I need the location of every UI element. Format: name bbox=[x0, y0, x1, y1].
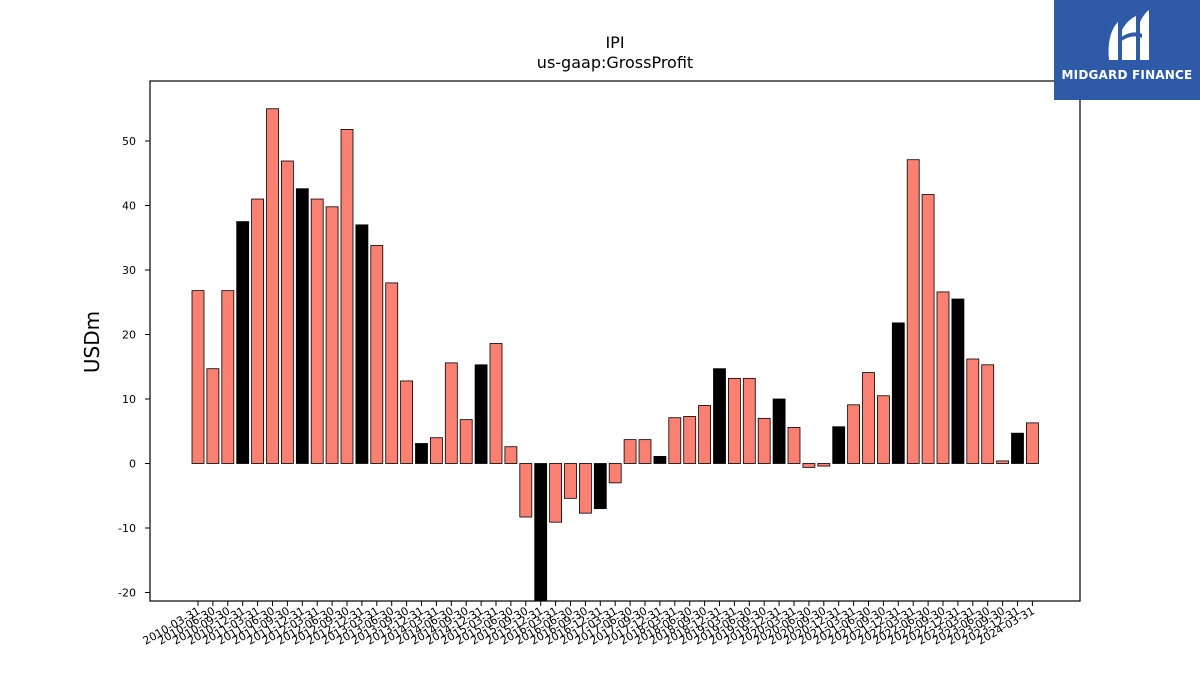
bar-2019-03-31 bbox=[728, 377, 741, 464]
bar-2018-12-31 bbox=[713, 368, 726, 464]
bar-2023-06-30 bbox=[981, 364, 995, 464]
bar-2016-12-31 bbox=[593, 463, 607, 510]
bars-group bbox=[191, 108, 1039, 602]
bar-2012-12-31 bbox=[355, 224, 369, 464]
bar-2011-06-30 bbox=[266, 108, 279, 464]
bar-2023-03-31 bbox=[966, 358, 980, 464]
bar-2011-12-31 bbox=[295, 188, 309, 464]
x-axis: 2010-03-312010-06-302010-09-302010-12-31… bbox=[141, 601, 1037, 648]
bar-2018-06-30 bbox=[683, 416, 697, 464]
bar-2014-09-30 bbox=[459, 419, 473, 464]
bar-2013-09-30 bbox=[400, 380, 414, 464]
bar-2020-06-30 bbox=[802, 463, 816, 468]
bar-2024-03-31 bbox=[1026, 422, 1039, 464]
chart-title: IPI bbox=[605, 33, 624, 52]
bar-2023-09-30 bbox=[996, 460, 1009, 464]
chart-subtitle: us-gaap:GrossProfit bbox=[537, 53, 693, 72]
bar-2021-12-31 bbox=[891, 322, 905, 464]
y-tick-label: -20 bbox=[118, 587, 136, 600]
bar-2015-12-31 bbox=[534, 463, 548, 602]
bar-2017-09-30 bbox=[638, 439, 652, 464]
bar-2018-09-30 bbox=[698, 405, 711, 464]
bar-2010-06-30 bbox=[206, 368, 220, 464]
bar-2019-06-30 bbox=[742, 377, 756, 464]
y-tick-label: 40 bbox=[122, 200, 136, 213]
bar-2022-12-31 bbox=[951, 298, 965, 464]
bar-2014-03-31 bbox=[429, 437, 443, 464]
bar-2012-03-31 bbox=[310, 198, 324, 464]
bar-2022-09-30 bbox=[936, 291, 950, 464]
bar-2022-03-31 bbox=[906, 159, 920, 464]
bar-2023-12-31 bbox=[1011, 432, 1024, 464]
bar-2015-09-30 bbox=[519, 463, 533, 518]
bar-2016-06-30 bbox=[564, 463, 577, 499]
bar-2019-12-31 bbox=[772, 398, 786, 464]
y-tick-label: 50 bbox=[122, 135, 136, 148]
bar-2010-12-31 bbox=[236, 221, 250, 464]
bar-2012-06-30 bbox=[325, 206, 339, 464]
bar-2017-12-31 bbox=[653, 455, 667, 464]
bar-2021-09-30 bbox=[877, 395, 890, 464]
bar-2021-06-30 bbox=[862, 372, 875, 464]
y-axis-label: USDm bbox=[80, 311, 104, 373]
bar-2015-06-30 bbox=[504, 446, 518, 464]
bar-2020-12-31 bbox=[832, 426, 846, 464]
bar-2017-03-31 bbox=[608, 463, 622, 484]
y-tick-label: 0 bbox=[129, 458, 136, 471]
bar-2022-06-30 bbox=[921, 194, 935, 464]
bar-2012-09-30 bbox=[340, 128, 354, 464]
bar-2014-12-31 bbox=[474, 364, 488, 464]
bar-2020-03-31 bbox=[787, 426, 801, 464]
bar-2018-03-31 bbox=[668, 417, 682, 464]
y-tick-label: 30 bbox=[122, 264, 136, 277]
bar-2011-09-30 bbox=[280, 160, 294, 464]
logo-brand-text: MIDGARD FINANCE bbox=[1061, 68, 1193, 82]
bar-2020-09-30 bbox=[817, 463, 831, 467]
midgard-finance-logo: MIDGARD FINANCE bbox=[1054, 0, 1200, 100]
bar-2010-09-30 bbox=[221, 290, 235, 464]
y-tick-label: 20 bbox=[122, 329, 136, 342]
bar-2019-09-30 bbox=[757, 417, 771, 464]
bar-2013-06-30 bbox=[385, 282, 399, 464]
y-tick-label: -10 bbox=[118, 522, 136, 535]
bar-2015-03-31 bbox=[489, 343, 503, 464]
plot-frame bbox=[149, 80, 1081, 602]
y-tick-label: 10 bbox=[122, 393, 136, 406]
bar-2017-06-30 bbox=[623, 439, 637, 464]
bar-2013-12-31 bbox=[415, 443, 428, 464]
bar-2021-03-31 bbox=[847, 404, 860, 464]
bar-2014-06-30 bbox=[444, 362, 458, 464]
bar-2010-03-31 bbox=[191, 290, 205, 464]
bar-2016-09-30 bbox=[579, 463, 592, 514]
bar-2016-03-31 bbox=[549, 463, 562, 523]
bar-2011-03-31 bbox=[251, 198, 265, 464]
midgard-logo-icon bbox=[1108, 10, 1149, 60]
y-axis: -20 -10 0 10 20 30 40 50 bbox=[118, 135, 150, 600]
bar-2013-03-31 bbox=[370, 245, 384, 464]
